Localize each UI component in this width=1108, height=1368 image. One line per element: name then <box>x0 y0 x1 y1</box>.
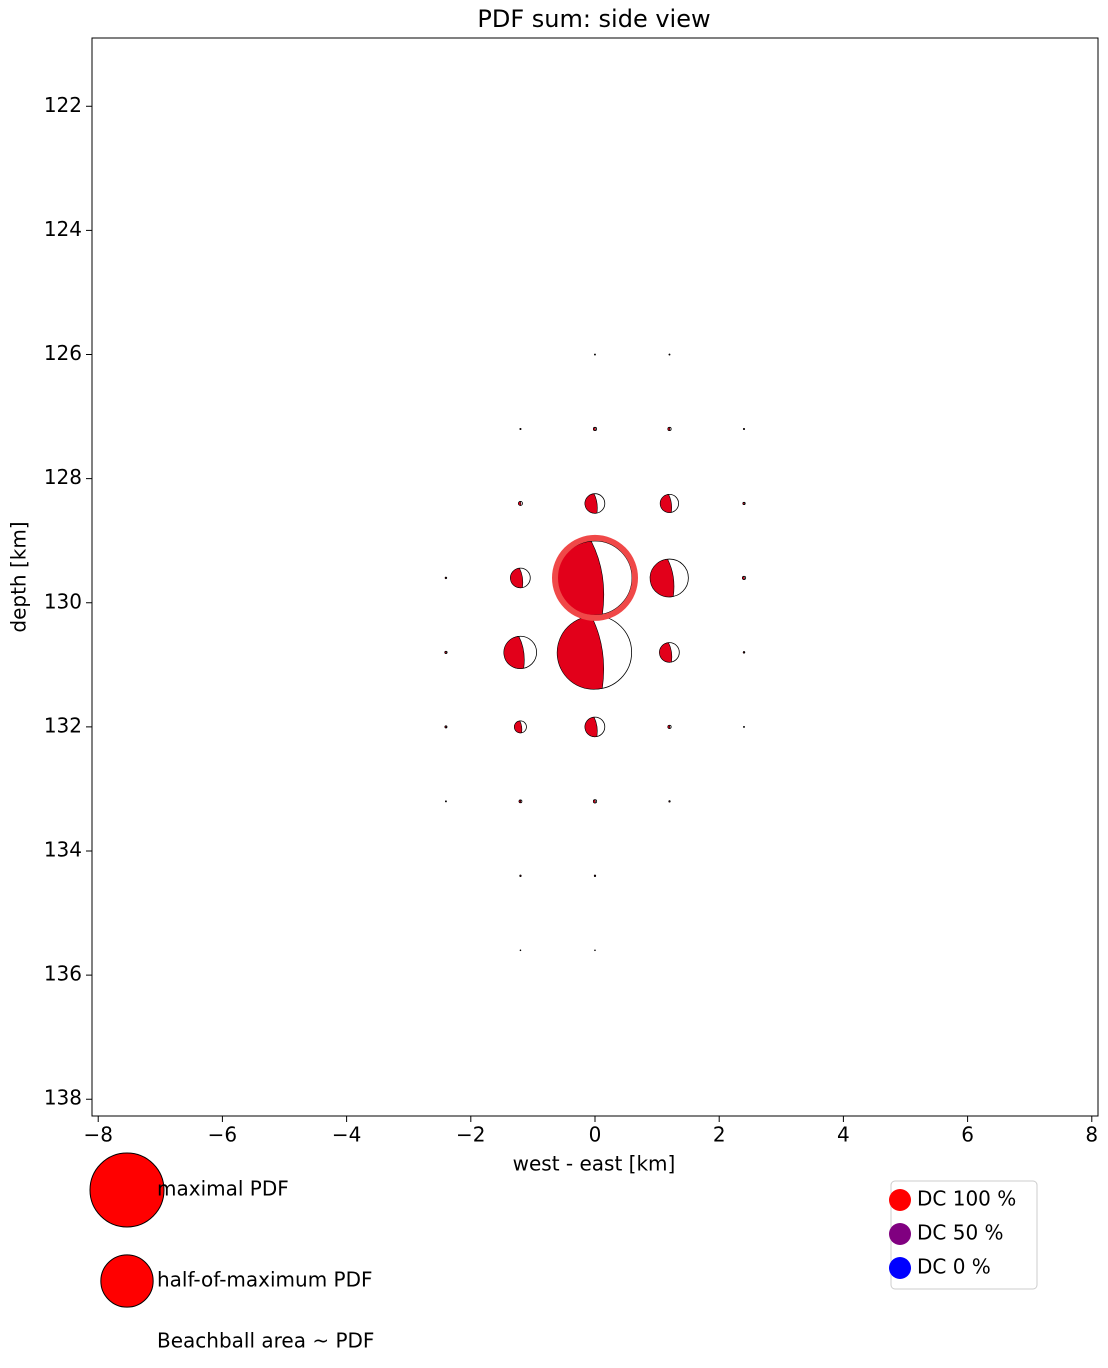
x-tick-label: −6 <box>208 1123 237 1147</box>
beachball-lune <box>743 652 744 654</box>
legend-label: DC 50 % <box>917 1221 1004 1245</box>
beachball <box>743 428 744 429</box>
beachball-lune <box>669 801 670 802</box>
y-tick-label: 128 <box>44 465 82 489</box>
beachball <box>594 875 596 876</box>
size-legend-label: maximal PDF <box>157 1177 289 1201</box>
beachball <box>445 801 446 802</box>
beachball-lune <box>743 428 744 429</box>
beachball-lune <box>445 726 446 728</box>
beachball-lune <box>445 801 446 802</box>
beachball <box>585 717 605 737</box>
beachball-lune <box>445 577 446 579</box>
beachball-lune <box>520 428 521 429</box>
x-tick-label: 2 <box>713 1123 726 1147</box>
beachball <box>660 494 678 512</box>
y-tick-label: 138 <box>44 1086 82 1110</box>
x-tick-label: 6 <box>961 1123 974 1147</box>
beachball <box>520 875 522 876</box>
beachball <box>557 616 632 690</box>
beachball-lune <box>593 800 595 803</box>
beachball-lune <box>743 726 744 727</box>
x-axis-label: west - east [km] <box>513 1152 676 1176</box>
beachball-lune <box>594 875 595 876</box>
beachball <box>743 726 744 727</box>
beachball <box>585 494 605 514</box>
legend-label: DC 0 % <box>917 1255 991 1279</box>
beachball-lune <box>668 725 670 728</box>
beachball-lune <box>593 427 595 430</box>
beachball-lune <box>520 875 521 876</box>
x-tick-label: −8 <box>83 1123 112 1147</box>
x-tick-label: −2 <box>456 1123 485 1147</box>
beachball-lune <box>594 354 595 355</box>
beachball <box>445 726 447 728</box>
beachball <box>742 576 745 579</box>
beachball <box>520 428 521 429</box>
beachball <box>669 801 671 802</box>
beachball <box>650 559 688 597</box>
beachball-lune <box>742 576 744 579</box>
beachball-lune <box>519 800 521 803</box>
legend-marker <box>889 1257 911 1279</box>
beachball <box>519 800 522 803</box>
beachball <box>514 721 526 733</box>
x-tick-label: 0 <box>589 1123 602 1147</box>
beachball <box>743 502 745 504</box>
beachball-lune <box>518 501 521 505</box>
y-axis-label: depth [km] <box>7 521 31 632</box>
size-legend-circle <box>101 1255 153 1307</box>
beachball <box>743 652 745 654</box>
beachball <box>520 950 521 951</box>
size-legend-note: Beachball area ~ PDF <box>157 1329 374 1353</box>
x-tick-label: −4 <box>332 1123 361 1147</box>
beachball <box>593 800 596 803</box>
beachball <box>518 501 522 505</box>
y-tick-label: 136 <box>44 962 82 986</box>
legend-marker <box>889 1189 911 1211</box>
x-tick-label: 8 <box>1085 1123 1098 1147</box>
y-tick-label: 132 <box>44 713 82 737</box>
beachball <box>594 354 595 355</box>
beachball <box>669 354 670 355</box>
y-tick-label: 126 <box>44 341 82 365</box>
beachball-lune <box>668 427 670 430</box>
beachball <box>445 577 447 579</box>
legend-marker <box>889 1223 911 1245</box>
beachball <box>668 725 671 728</box>
y-tick-label: 124 <box>44 217 82 241</box>
beachball <box>445 651 447 653</box>
y-tick-label: 122 <box>44 93 82 117</box>
beachball-lune <box>743 502 744 504</box>
beachball <box>510 568 530 588</box>
size-legend-label: half-of-maximum PDF <box>157 1268 373 1292</box>
chart-title: PDF sum: side view <box>477 5 710 33</box>
beachball <box>593 427 596 430</box>
beachball-lune <box>669 354 670 355</box>
beachball <box>504 636 537 668</box>
size-legend-circle <box>90 1153 164 1227</box>
beachball <box>595 950 596 951</box>
beachball-lune <box>445 651 446 653</box>
legend-label: DC 100 % <box>917 1187 1016 1211</box>
y-tick-label: 134 <box>44 837 82 861</box>
y-tick-label: 130 <box>44 589 82 613</box>
x-tick-label: 4 <box>837 1123 850 1147</box>
beachball <box>668 427 671 430</box>
beachball <box>659 643 679 663</box>
